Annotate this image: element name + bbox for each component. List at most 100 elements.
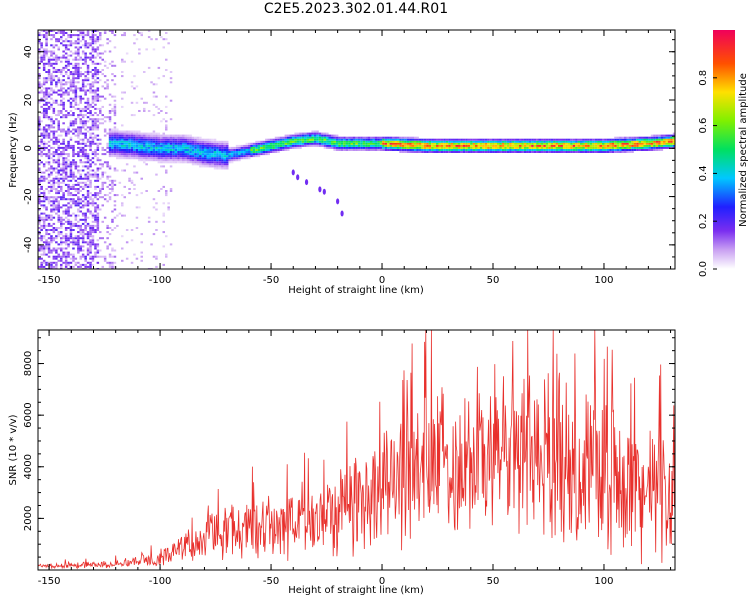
spectrogram-cell (69, 200, 73, 203)
spectrogram-cell (602, 138, 605, 141)
spectrogram-cell (74, 71, 78, 73)
spectrogram-cell (128, 149, 131, 151)
spectrogram-cell (50, 173, 53, 176)
spectrogram-cell (99, 99, 102, 102)
spectrogram-cell (211, 144, 214, 147)
spectrogram-cell (57, 144, 60, 147)
spectrogram-cell (204, 146, 207, 149)
spectrogram-cell (79, 229, 82, 231)
spectrogram-cell (152, 91, 156, 94)
spectrogram-cell (423, 149, 427, 151)
spectrogram-cell (57, 220, 60, 223)
spectrogram-cell (357, 136, 361, 139)
spectrogram-cell (60, 73, 63, 76)
spectrogram-cell (162, 132, 165, 135)
spectrogram-cell (60, 110, 63, 112)
spectrogram-cell (42, 112, 46, 114)
spectrogram-cell (248, 144, 251, 147)
spectrogram-cell (38, 48, 41, 51)
spectrogram-cell (348, 136, 351, 139)
spectrogram-cell (206, 149, 209, 151)
spectrogram-cell (96, 175, 100, 178)
spectrogram-cell (42, 175, 46, 178)
spectrogram-cell (79, 30, 82, 32)
spectrogram-cell (140, 136, 143, 139)
spectrogram-cell (94, 153, 97, 156)
spectrogram-cell (77, 38, 80, 41)
spectrogram-cell (284, 140, 288, 143)
spectrogram-cell (86, 120, 90, 123)
spectrogram-cell (182, 138, 185, 141)
spectrogram-cell (421, 138, 424, 141)
spectrogram-cell (211, 151, 214, 153)
spectrogram-cell (501, 138, 505, 141)
spectrogram-cell (216, 153, 219, 156)
spectrogram-cell (67, 165, 70, 168)
spectrogram-cell (201, 151, 205, 153)
spectrogram-cell (304, 179, 309, 186)
spectrogram-cell (79, 249, 82, 252)
spectrogram-cell (479, 149, 483, 151)
spectrogram-cell (182, 142, 185, 145)
spectrogram-cell (74, 263, 78, 266)
spectrogram-cell (504, 151, 507, 153)
spectrogram-cell (77, 200, 80, 203)
spectrogram-cell (416, 149, 419, 151)
spectrogram-cell (64, 265, 68, 268)
spectrogram-cell (69, 175, 73, 178)
spectrogram-cell (645, 146, 649, 149)
spectrogram-cell (179, 138, 183, 141)
spectrogram-cell (526, 138, 529, 141)
spectrogram-cell (72, 114, 75, 117)
spectrogram-cell (140, 151, 143, 153)
spectrogram-cell (81, 34, 85, 37)
spectrogram-cell (45, 112, 48, 114)
spectrogram-cell (531, 151, 534, 153)
spectrogram-cell (86, 241, 90, 244)
spectrogram-cell (89, 144, 92, 147)
spectrogram-cell (558, 144, 561, 147)
spectrogram-cell (182, 136, 185, 139)
spectrogram-cell (89, 110, 92, 112)
spectrogram-cell (38, 220, 41, 223)
spectrogram-cell (81, 87, 85, 90)
spectrogram-cell (96, 144, 100, 147)
spectrogram-cell (42, 212, 46, 215)
spectrogram-cell (118, 144, 122, 147)
spectrogram-cell (62, 175, 65, 178)
spectrogram-cell (50, 229, 53, 231)
spectrogram-cell (645, 149, 649, 151)
spectrogram-cell (108, 112, 112, 114)
spectrogram-cell (42, 192, 46, 195)
spectrogram-cell (650, 138, 654, 141)
spectrogram-cell (50, 87, 53, 90)
spectrogram-cell (165, 155, 168, 158)
spectrogram-cell (57, 171, 60, 174)
spectrogram-cell (160, 146, 163, 149)
spectrogram-cell (660, 134, 664, 137)
spectrogram-cell (74, 107, 78, 110)
spectrogram-cell (467, 138, 471, 141)
spectrogram-cell (62, 179, 65, 182)
spectrogram-cell (367, 146, 371, 149)
spectrogram-cell (648, 138, 651, 141)
spectrogram-cell (40, 200, 43, 203)
spectrogram-cell (72, 200, 75, 203)
spectrogram-cell (69, 130, 73, 133)
spectrogram-cell (404, 151, 407, 153)
spectrogram-cell (118, 155, 122, 158)
spectrogram-cell (81, 204, 85, 207)
spectrogram-cell (382, 140, 385, 143)
spectrogram-cell (86, 243, 90, 246)
spectrogram-cell (79, 257, 82, 260)
x-tick-label: 50 (487, 576, 500, 587)
spectrogram-cell (77, 165, 80, 168)
spectrogram-cell (326, 132, 329, 135)
spectrogram-cell (118, 212, 122, 215)
spectrogram-cell (196, 161, 200, 164)
spectrogram-cell (42, 194, 46, 197)
spectrogram-cell (121, 105, 124, 108)
spectrogram-cell (45, 224, 48, 227)
snr-y-label: SNR (10 * v/v) (8, 414, 19, 485)
spectrogram-cell (125, 52, 129, 55)
